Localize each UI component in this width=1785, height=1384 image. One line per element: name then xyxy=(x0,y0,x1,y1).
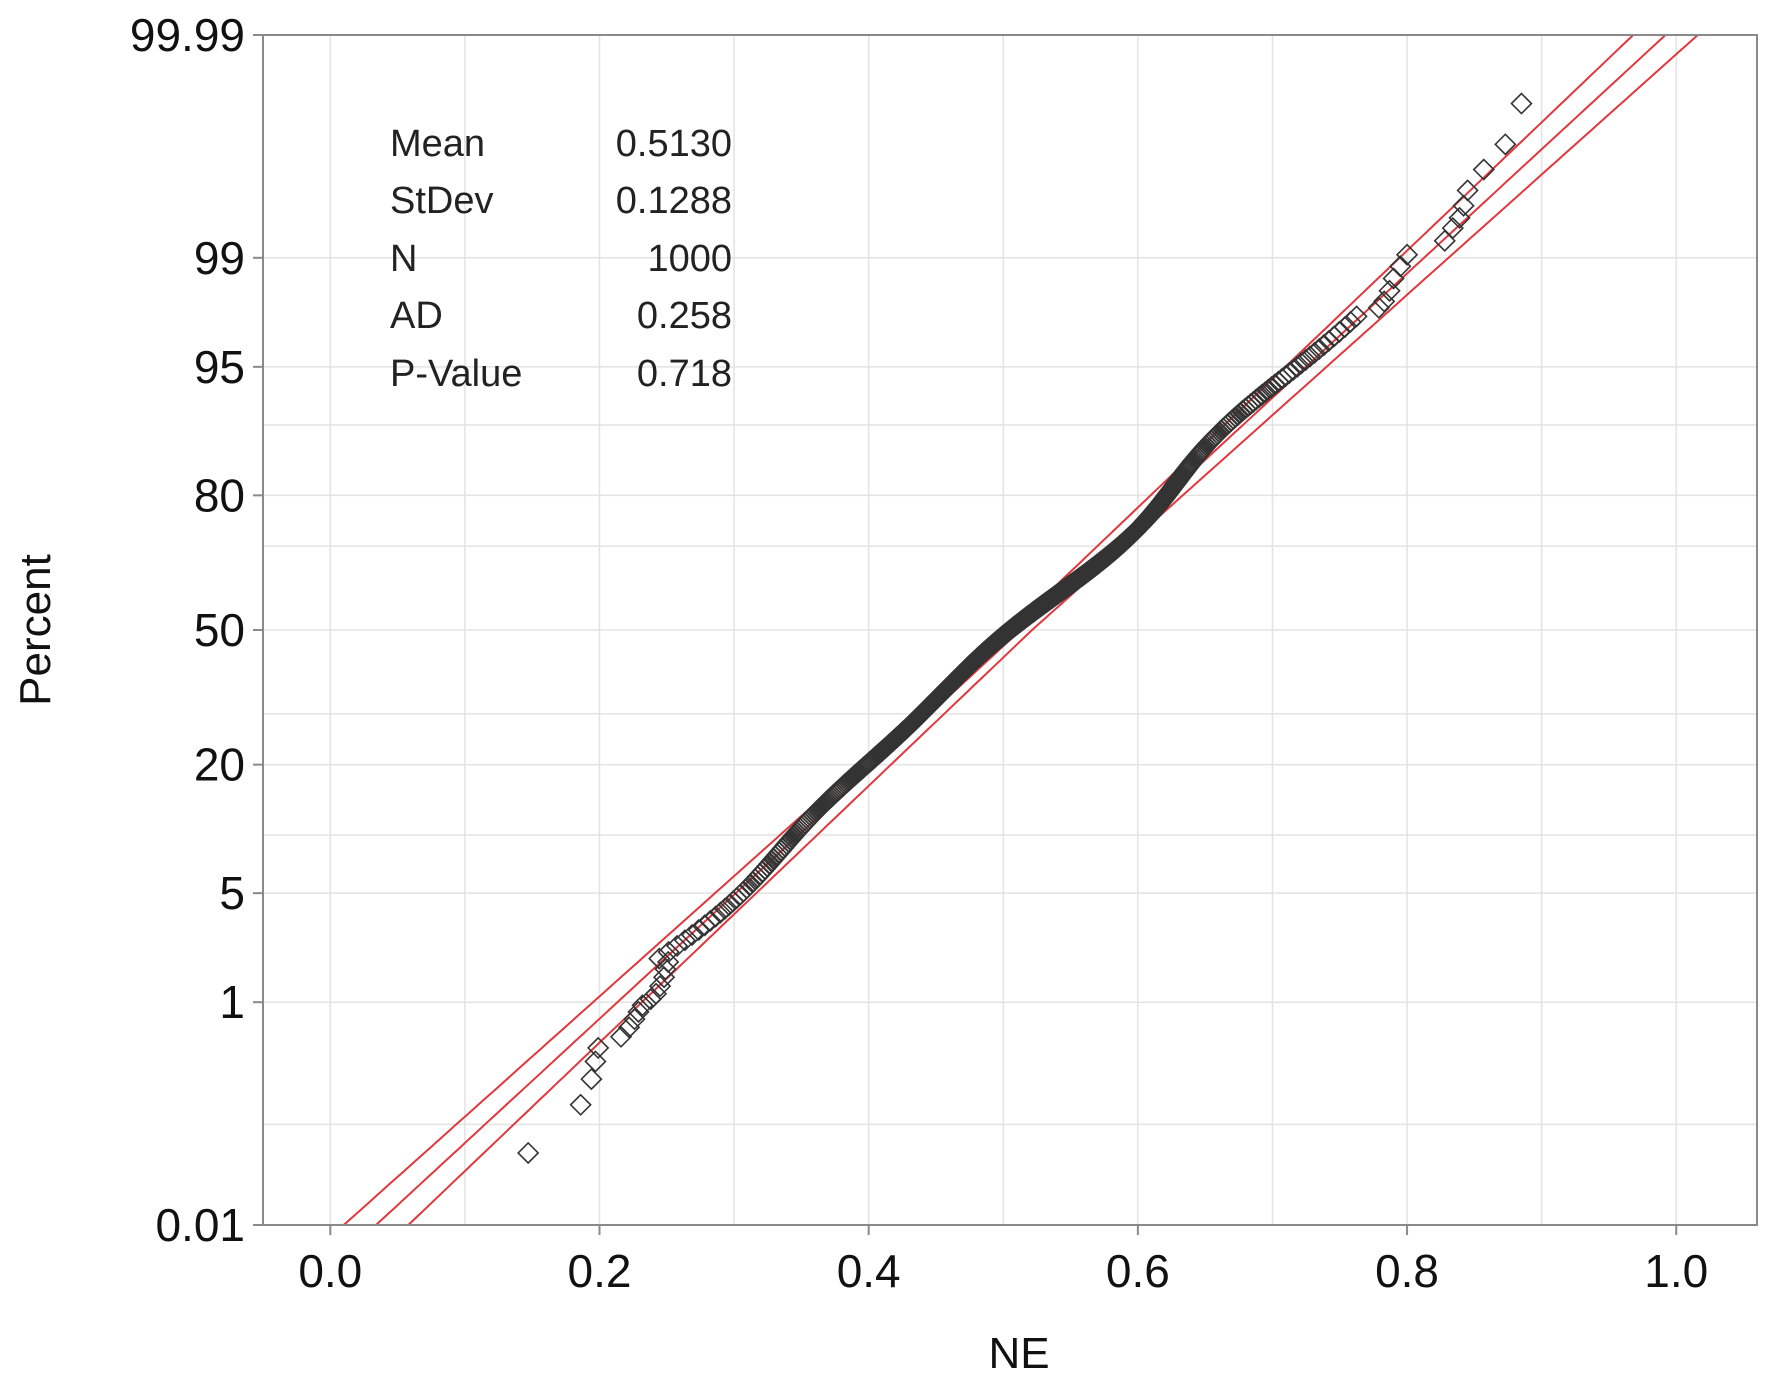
gridlines xyxy=(263,35,1757,1225)
data-point xyxy=(1494,133,1517,156)
x-tick-label: 1.0 xyxy=(1644,1245,1708,1297)
data-point xyxy=(587,1036,610,1060)
y-tick-label: 0.01 xyxy=(155,1199,245,1251)
data-point xyxy=(644,982,668,1005)
data-point xyxy=(1312,333,1336,357)
data-point xyxy=(1328,320,1351,344)
y-axis-label: Percent xyxy=(11,554,60,706)
data-point xyxy=(1298,345,1322,368)
data-point xyxy=(639,988,662,1011)
stat-label-n: N xyxy=(390,238,417,280)
data-point xyxy=(1456,179,1479,202)
data-point xyxy=(631,994,654,1017)
data-point xyxy=(1373,290,1396,313)
x-tick-label: 0.6 xyxy=(1106,1245,1170,1297)
x-tick-label: 0.8 xyxy=(1375,1245,1439,1297)
data-point xyxy=(713,897,737,920)
stat-label-stdev: StDev xyxy=(390,180,493,222)
stat-value-stdev: 0.1288 xyxy=(616,180,732,222)
data-point xyxy=(665,934,689,958)
data-point xyxy=(1510,92,1533,115)
data-point xyxy=(1345,305,1368,328)
x-tick-label: 0.2 xyxy=(568,1245,632,1297)
stat-label-ad: AD xyxy=(390,295,443,337)
y-tick-label: 99.99 xyxy=(130,9,245,61)
x-tick-label: 0.0 xyxy=(298,1245,362,1297)
stat-label-p-value: P-Value xyxy=(390,353,522,395)
data-point xyxy=(1389,255,1412,278)
x-axis-ticks: 0.0 0.2 0.4 0.6 0.8 1.0 xyxy=(298,1225,1708,1297)
stat-value-n: 1000 xyxy=(647,238,732,280)
data-point xyxy=(1472,158,1495,181)
data-point xyxy=(680,923,704,947)
y-axis-ticks: 0.01 1 5 20 50 80 95 99 99.99 xyxy=(130,9,263,1251)
data-point xyxy=(1452,194,1475,217)
data-point xyxy=(648,975,672,998)
data-point xyxy=(1378,279,1401,302)
data-point xyxy=(609,1025,633,1048)
y-tick-label: 50 xyxy=(194,604,245,656)
data-point xyxy=(617,1016,641,1039)
data-point xyxy=(580,1067,603,1091)
stat-value-ad: 0.258 xyxy=(637,295,732,337)
data-point xyxy=(656,950,680,974)
data-point xyxy=(584,1050,607,1073)
y-tick-label: 20 xyxy=(194,739,245,791)
x-tick-label: 0.4 xyxy=(837,1245,901,1297)
data-point xyxy=(1448,206,1471,230)
data-points xyxy=(517,92,1533,1165)
y-tick-label: 80 xyxy=(194,469,245,521)
data-point xyxy=(704,905,727,928)
statistics-table: Mean 0.5130 StDev 0.1288 N 1000 AD 0.258… xyxy=(390,123,732,395)
data-point xyxy=(699,909,722,932)
stat-value-p-value: 0.718 xyxy=(637,353,732,395)
data-point xyxy=(1303,341,1326,364)
lower-confidence-line xyxy=(407,34,1699,1226)
data-point xyxy=(1308,337,1331,361)
data-point xyxy=(1441,216,1464,240)
y-tick-label: 5 xyxy=(219,867,245,919)
data-point xyxy=(1395,243,1419,266)
y-tick-label: 99 xyxy=(194,232,245,284)
data-point xyxy=(709,901,732,924)
data-point xyxy=(569,1093,592,1116)
stat-value-mean: 0.5130 xyxy=(616,123,732,165)
data-point xyxy=(627,1000,650,1023)
x-axis-label: NE xyxy=(988,1329,1049,1378)
y-tick-label: 95 xyxy=(194,341,245,393)
data-point xyxy=(1294,348,1317,372)
data-point xyxy=(1333,315,1356,339)
data-point xyxy=(623,1008,646,1031)
data-point xyxy=(1339,310,1362,334)
data-point xyxy=(654,958,677,981)
data-point xyxy=(517,1141,540,1165)
data-point xyxy=(673,929,697,952)
y-tick-label: 1 xyxy=(219,976,245,1028)
stat-label-mean: Mean xyxy=(390,123,485,165)
data-point xyxy=(1367,296,1390,319)
